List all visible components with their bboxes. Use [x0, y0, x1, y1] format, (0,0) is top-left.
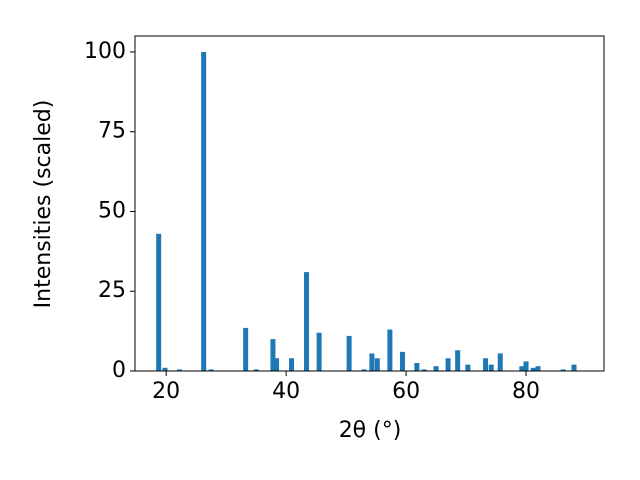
bar — [535, 366, 541, 371]
bar — [433, 366, 439, 371]
bar — [270, 339, 276, 371]
x-tick-label: 60 — [392, 379, 420, 404]
bar — [156, 233, 162, 371]
x-tick-label: 80 — [512, 379, 540, 404]
y-axis-label: Intensities (scaled) — [31, 100, 56, 309]
x-axis-label: 2θ (°) — [339, 418, 402, 443]
plot-frame — [134, 35, 605, 372]
bar — [571, 364, 577, 371]
bar — [243, 327, 249, 371]
bar — [361, 369, 367, 371]
bar — [488, 364, 494, 371]
y-tick-label: 25 — [98, 278, 126, 303]
bar — [530, 367, 536, 371]
bar — [289, 358, 295, 371]
bar — [523, 361, 529, 371]
bar — [274, 358, 280, 371]
bar — [201, 51, 207, 371]
bar — [483, 358, 489, 371]
bar — [445, 358, 451, 371]
x-tick-label: 40 — [272, 379, 300, 404]
bar — [414, 363, 420, 371]
bar — [369, 353, 375, 371]
bar — [176, 369, 182, 371]
bar — [387, 329, 393, 371]
bar — [346, 335, 352, 371]
bar — [399, 351, 405, 371]
bar — [497, 353, 503, 371]
bar — [253, 369, 259, 371]
bar — [316, 332, 322, 371]
bar — [455, 350, 461, 371]
bar — [421, 369, 427, 371]
bar — [519, 366, 525, 371]
bar — [560, 369, 566, 371]
y-tick-label: 0 — [112, 358, 126, 383]
y-tick-label: 75 — [98, 119, 126, 144]
bar — [374, 358, 380, 371]
bar — [208, 369, 214, 371]
y-tick-label: 50 — [98, 198, 126, 223]
bar — [465, 364, 471, 371]
bar — [304, 272, 310, 371]
y-tick-label: 100 — [84, 39, 126, 64]
bar — [162, 367, 168, 371]
x-tick-label: 20 — [152, 379, 180, 404]
